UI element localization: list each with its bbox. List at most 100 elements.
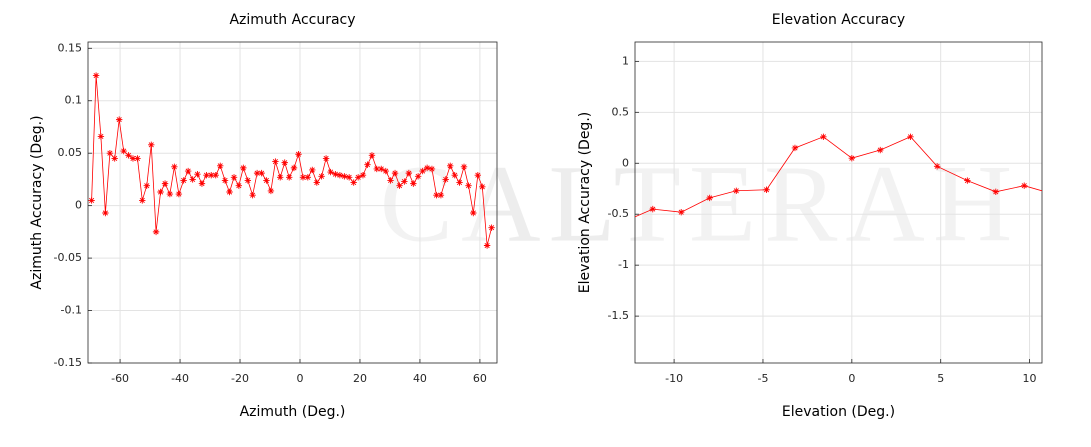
y-axis-label: Azimuth Accuracy (Deg.) xyxy=(29,115,45,289)
data-marker xyxy=(483,242,491,249)
plot-area xyxy=(88,42,497,363)
data-marker xyxy=(405,169,413,177)
data-marker xyxy=(161,180,169,187)
data-marker xyxy=(470,209,477,217)
x-tick-label: 0 xyxy=(296,372,303,385)
y-axis-label: Elevation Accuracy (Deg.) xyxy=(577,112,593,294)
data-marker xyxy=(410,180,417,187)
data-marker xyxy=(396,182,403,189)
x-tick-label: 10 xyxy=(1023,372,1037,385)
data-marker xyxy=(309,166,316,174)
data-line xyxy=(91,75,492,246)
data-marker xyxy=(442,176,449,183)
data-marker xyxy=(115,116,123,123)
data-marker xyxy=(964,177,971,184)
x-tick-label: 60 xyxy=(473,372,487,385)
data-marker xyxy=(281,159,288,166)
data-marker xyxy=(129,155,137,162)
y-tick-label: -0.1 xyxy=(61,304,82,317)
x-tick-label: 20 xyxy=(353,372,367,385)
data-marker xyxy=(97,133,105,140)
data-marker xyxy=(152,228,160,236)
data-marker xyxy=(249,191,256,199)
data-marker xyxy=(460,163,468,171)
data-marker xyxy=(139,197,146,204)
data-marker xyxy=(217,162,224,169)
data-marker xyxy=(175,190,183,198)
data-marker xyxy=(423,164,431,172)
plot-area xyxy=(635,42,1042,363)
data-marker xyxy=(368,152,376,159)
plot-frame xyxy=(87,41,498,364)
data-marker xyxy=(933,163,941,170)
data-marker xyxy=(277,174,284,181)
data-marker xyxy=(208,172,215,179)
data-marker xyxy=(184,167,192,175)
data-marker xyxy=(465,182,472,189)
data-marker xyxy=(166,190,174,198)
data-marker xyxy=(212,172,219,179)
data-marker xyxy=(286,174,293,181)
data-marker xyxy=(848,154,856,162)
data-marker xyxy=(267,187,275,195)
data-marker xyxy=(706,194,713,202)
data-marker xyxy=(419,167,426,175)
data-marker xyxy=(820,133,827,140)
data-marker xyxy=(125,152,132,159)
data-marker xyxy=(428,165,436,173)
data-marker xyxy=(240,164,247,172)
y-tick-label: 0 xyxy=(75,199,82,212)
data-marker xyxy=(341,173,348,180)
data-marker xyxy=(295,151,302,158)
y-tick-label: -0.5 xyxy=(608,207,629,220)
data-marker xyxy=(382,167,389,175)
data-marker xyxy=(272,158,279,165)
x-tick-label: -10 xyxy=(665,372,683,385)
data-marker xyxy=(92,72,100,79)
data-marker xyxy=(456,179,463,186)
data-marker xyxy=(649,205,656,213)
data-marker xyxy=(359,172,367,179)
data-marker xyxy=(148,141,155,149)
data-marker xyxy=(106,149,114,157)
data-marker xyxy=(345,174,353,181)
data-marker xyxy=(474,172,482,179)
data-marker xyxy=(877,146,884,154)
data-marker xyxy=(318,173,325,180)
data-marker xyxy=(907,133,914,140)
data-marker xyxy=(180,177,187,184)
data-marker xyxy=(479,183,486,190)
y-tick-label: 1 xyxy=(622,54,629,67)
data-marker xyxy=(157,188,164,196)
data-marker xyxy=(102,209,109,217)
data-marker xyxy=(401,178,408,185)
data-marker xyxy=(373,165,380,173)
x-tick-label: -40 xyxy=(171,372,189,385)
data-marker xyxy=(313,179,320,186)
data-marker xyxy=(263,177,270,184)
data-marker xyxy=(437,191,445,199)
data-marker xyxy=(332,170,339,178)
data-marker xyxy=(194,170,201,178)
data-marker xyxy=(387,177,394,184)
data-marker xyxy=(1021,182,1028,189)
data-marker xyxy=(230,174,238,181)
data-marker xyxy=(992,188,999,195)
data-line xyxy=(635,136,1042,218)
data-marker xyxy=(488,224,495,231)
x-tick-label: 40 xyxy=(413,372,427,385)
y-tick-label: 0.15 xyxy=(58,41,83,54)
data-marker xyxy=(791,144,799,152)
x-tick-label: -5 xyxy=(757,372,768,385)
data-marker xyxy=(111,155,118,162)
x-tick-label: 0 xyxy=(848,372,855,385)
data-marker xyxy=(763,186,770,193)
y-tick-label: -1 xyxy=(618,258,629,271)
data-marker xyxy=(322,155,330,162)
y-tick-label: -0.15 xyxy=(54,356,82,369)
y-tick-label: -1.5 xyxy=(608,309,629,322)
data-marker xyxy=(678,208,685,216)
data-marker xyxy=(120,147,127,155)
